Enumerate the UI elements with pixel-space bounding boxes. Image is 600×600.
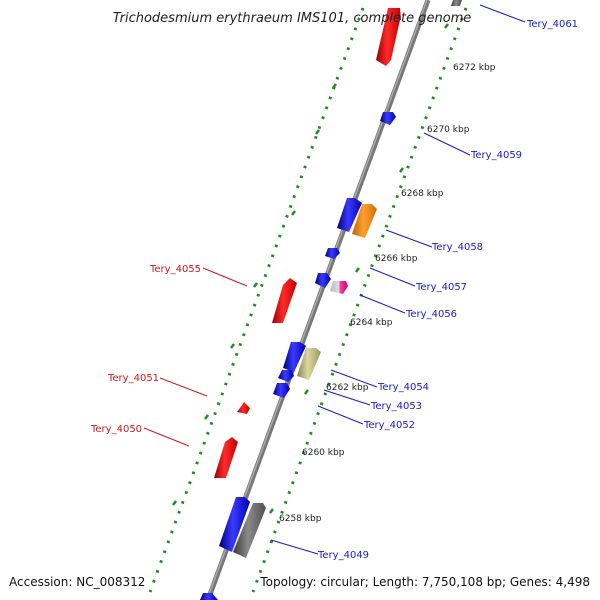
- kbp-tick-labels: 6272 kbp 6270 kbp 6268 kbp 6266 kbp 6264…: [279, 63, 496, 524]
- gene-partial-bottom: [200, 593, 218, 600]
- kbp-label: 6268 kbp: [401, 189, 444, 199]
- forward-strand-genes: [200, 0, 462, 600]
- gene-tery-4051: [237, 402, 250, 414]
- kbp-label: 6264 kbp: [350, 318, 393, 328]
- gene-label[interactable]: Tery_4051: [107, 373, 159, 384]
- kbp-label: 6258 kbp: [279, 514, 322, 524]
- summary-text: Topology: circular; Length: 7,750,108 bp…: [259, 575, 590, 589]
- gene-tery-4059: [380, 112, 396, 125]
- gene-tery-4058: [352, 204, 377, 238]
- gene-label[interactable]: Tery_4054: [377, 382, 429, 393]
- kbp-label: 6262 kbp: [326, 383, 369, 393]
- kbp-label: 6270 kbp: [427, 125, 470, 135]
- gene-label[interactable]: Tery_4057: [415, 282, 467, 293]
- gene-tery-4053: [278, 370, 294, 382]
- gene-tery-4061: [451, 0, 462, 6]
- map-title: Trichodesmium erythraeum IMS101, complet…: [113, 11, 472, 26]
- gene-label[interactable]: Tery_4059: [470, 150, 522, 161]
- gene-labels: Tery_4061 Tery_4059 Tery_4058 Tery_4057 …: [90, 19, 578, 561]
- reverse-strand-genes: [214, 8, 401, 478]
- kbp-label: 6266 kbp: [375, 254, 418, 264]
- gene-label[interactable]: Tery_4049: [317, 550, 369, 561]
- gene-label[interactable]: Tery_4055: [149, 264, 201, 275]
- gene-tery-4052: [273, 383, 290, 398]
- gene-tery-4050: [214, 437, 238, 478]
- gene-label[interactable]: Tery_4053: [370, 401, 422, 412]
- gene-tery-4057: [315, 273, 331, 288]
- gene-leaders: [143, 4, 526, 555]
- track-dashes: [172, 23, 449, 514]
- gene-tery-4055: [272, 278, 297, 323]
- gene-tery-4049a: [219, 497, 250, 552]
- gene-label[interactable]: Tery_4050: [90, 424, 142, 435]
- gene-tery-4049: [233, 503, 266, 558]
- gene-tery-4054: [297, 348, 321, 380]
- gene-tery-4062: [376, 8, 401, 66]
- gene-tery-4056: [330, 281, 348, 294]
- gene-label[interactable]: Tery_4052: [363, 420, 415, 431]
- gene-label[interactable]: Tery_4058: [431, 242, 483, 253]
- gene-label[interactable]: Tery_4056: [405, 309, 457, 320]
- kbp-label: 6260 kbp: [302, 448, 345, 458]
- gene-tery-4058a: [337, 198, 362, 232]
- kbp-label: 6272 kbp: [453, 63, 496, 73]
- gene-tery-4054a: [283, 342, 306, 372]
- accession-text: Accession: NC_008312: [9, 575, 145, 589]
- gene-label[interactable]: Tery_4061: [526, 19, 578, 30]
- gene-tery-4057a: [325, 248, 340, 259]
